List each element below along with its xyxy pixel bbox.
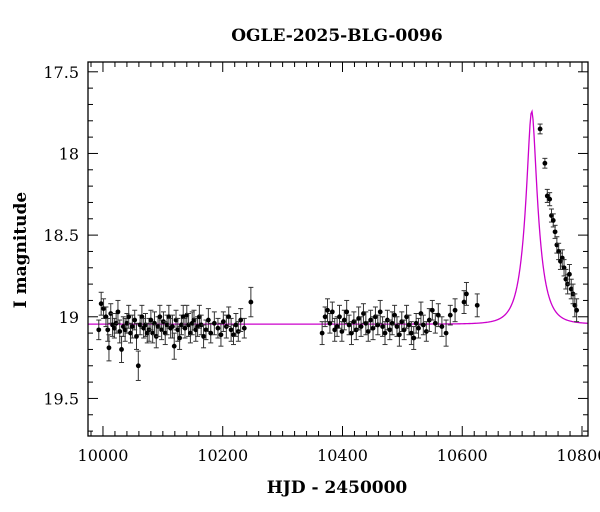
data-point — [368, 309, 374, 331]
data-point — [452, 298, 458, 323]
data-point — [420, 314, 426, 336]
data-point — [360, 303, 366, 324]
data-point — [119, 335, 125, 364]
x-tick-label: 10200 — [197, 446, 248, 465]
data-point — [474, 293, 480, 318]
data-point — [233, 313, 239, 337]
data-point — [344, 299, 350, 324]
y-tick-label: 17.5 — [43, 63, 79, 82]
data-point — [418, 301, 424, 326]
data-point — [220, 311, 226, 332]
y-axis-label: I magnitude — [11, 192, 31, 309]
data-point — [426, 308, 432, 332]
data-point — [248, 286, 254, 318]
data-point — [98, 291, 104, 316]
y-tick-label: 18 — [59, 144, 79, 163]
data-point — [228, 317, 234, 342]
data-point — [389, 311, 395, 336]
data-point — [96, 319, 102, 341]
model-curve — [88, 109, 588, 325]
data-point — [164, 314, 170, 336]
data-point — [404, 304, 410, 329]
data-point — [322, 306, 328, 328]
y-tick-label: 19 — [59, 308, 79, 327]
data-point — [215, 317, 221, 339]
data-point — [406, 314, 412, 336]
data-point — [171, 332, 177, 360]
data-point — [463, 281, 469, 306]
data-point — [416, 317, 422, 339]
data-point — [238, 308, 244, 332]
x-tick-label: 10800 — [557, 446, 600, 465]
data-point — [325, 298, 331, 323]
data-point — [177, 326, 183, 350]
x-tick-label: 10000 — [78, 446, 129, 465]
data-point — [205, 308, 211, 332]
data-point — [334, 316, 340, 337]
model-curve-layer — [88, 109, 588, 325]
data-point — [408, 321, 414, 346]
data-point — [377, 299, 383, 324]
data-point — [439, 316, 445, 337]
data-point — [346, 314, 352, 336]
data-point — [211, 311, 217, 336]
data-point — [542, 157, 548, 169]
x-axis-label: HJD - 2450000 — [267, 478, 408, 498]
data-point — [241, 317, 247, 339]
data-point — [208, 322, 214, 344]
data-point — [111, 317, 117, 339]
data-point — [559, 249, 565, 267]
data-point — [443, 319, 449, 347]
data-point — [329, 301, 335, 323]
data-point — [356, 306, 362, 331]
data-point — [411, 326, 417, 350]
data-point — [566, 264, 572, 285]
data-point — [413, 313, 419, 334]
data-point — [319, 321, 325, 346]
data-point — [574, 298, 580, 323]
data-point — [358, 316, 364, 337]
data-points-layer — [96, 123, 580, 381]
chart-title: OGLE-2025-BLG-0096 — [231, 26, 443, 46]
data-point — [157, 304, 163, 329]
data-point — [563, 268, 569, 290]
data-point — [106, 334, 112, 362]
data-point — [129, 314, 135, 339]
data-point — [201, 324, 207, 349]
data-point — [537, 123, 543, 135]
data-point — [327, 313, 333, 334]
data-point — [336, 304, 342, 329]
ticks-layer — [88, 62, 588, 436]
y-tick-label: 19.5 — [43, 389, 79, 408]
data-point — [547, 192, 553, 207]
x-tick-label: 10400 — [317, 446, 368, 465]
data-point — [169, 314, 175, 339]
plot-frame — [87, 61, 589, 437]
data-point — [135, 350, 141, 381]
y-tick-label: 18.5 — [43, 226, 79, 245]
data-point — [396, 322, 402, 347]
data-point — [447, 304, 453, 326]
data-point — [191, 309, 197, 331]
data-point — [461, 290, 467, 315]
tick-labels-layer: 10000 10200 10400 10600 10800 17.5 18 18.5 19 19.… — [43, 63, 600, 465]
data-point — [429, 299, 435, 321]
x-tick-label: 10600 — [437, 446, 488, 465]
